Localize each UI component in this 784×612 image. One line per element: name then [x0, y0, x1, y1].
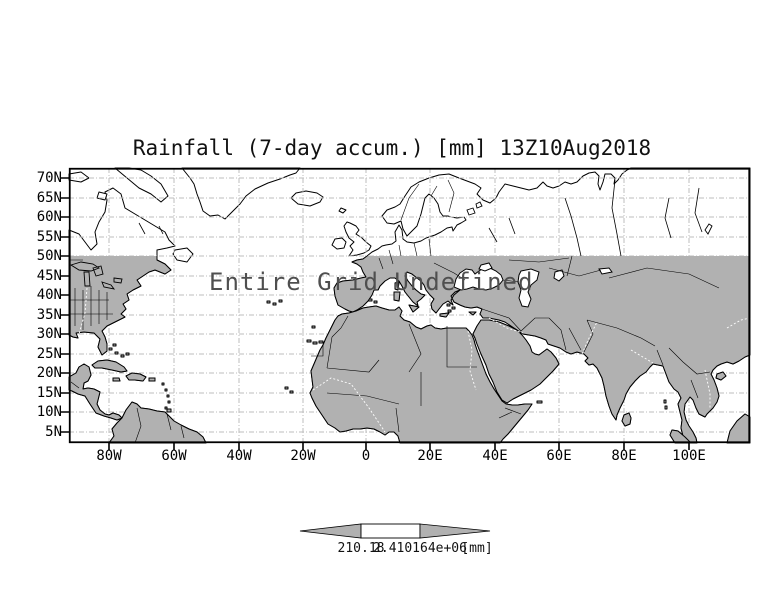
lon-label-40w: 40W [226, 448, 252, 464]
lat-label-65n: 65N [36, 190, 62, 206]
lon-label-60e: 60E [546, 448, 572, 464]
lon-label-60w: 60W [161, 448, 187, 464]
lon-label-80e: 80E [611, 448, 637, 464]
lon-label-40e: 40E [482, 448, 508, 464]
lat-label-45n: 45N [36, 268, 62, 284]
colorbar [299, 523, 491, 539]
lat-label-55n: 55N [36, 229, 62, 245]
undefined-grid-message: Entire Grid Undefined [209, 268, 534, 296]
lake-outlines [69, 201, 713, 290]
colorbar-units: [mm] [461, 541, 493, 556]
lat-label-20n: 20N [36, 365, 62, 381]
plot-frame [68, 167, 751, 444]
lon-label-20e: 20E [417, 448, 443, 464]
colorbar-left-value: 210.18 [337, 541, 385, 556]
lat-label-30n: 30N [36, 326, 62, 342]
colorbar-right-arrow [419, 523, 491, 539]
colorbar-left-arrow [299, 523, 362, 539]
map-plot [61, 167, 751, 450]
rivers-north [138, 179, 703, 257]
lat-label-25n: 25N [36, 346, 62, 362]
inland-seas [453, 262, 613, 308]
lat-label-10n: 10N [36, 404, 62, 420]
colorbar-middle-box [360, 523, 421, 539]
political-borders [69, 179, 720, 444]
lat-label-40n: 40N [36, 287, 62, 303]
colorbar-right-value: 2.410164e+06 [373, 541, 467, 556]
lat-label-35n: 35N [36, 307, 62, 323]
lon-label-0: 0 [361, 448, 371, 464]
lat-label-50n: 50N [36, 248, 62, 264]
rivers-south [78, 287, 751, 433]
lat-label-5n: 5N [45, 424, 62, 440]
lat-label-15n: 15N [36, 385, 62, 401]
lat-label-60n: 60N [36, 209, 62, 225]
axis-ticks [61, 177, 690, 450]
plot-title: Rainfall (7-day accum.) [mm] 13Z10Aug201… [132, 136, 652, 160]
lon-label-80w: 80W [96, 448, 122, 464]
lat-label-70n: 70N [36, 170, 62, 186]
lon-label-100e: 100E [672, 448, 706, 464]
lon-label-20w: 20W [290, 448, 316, 464]
